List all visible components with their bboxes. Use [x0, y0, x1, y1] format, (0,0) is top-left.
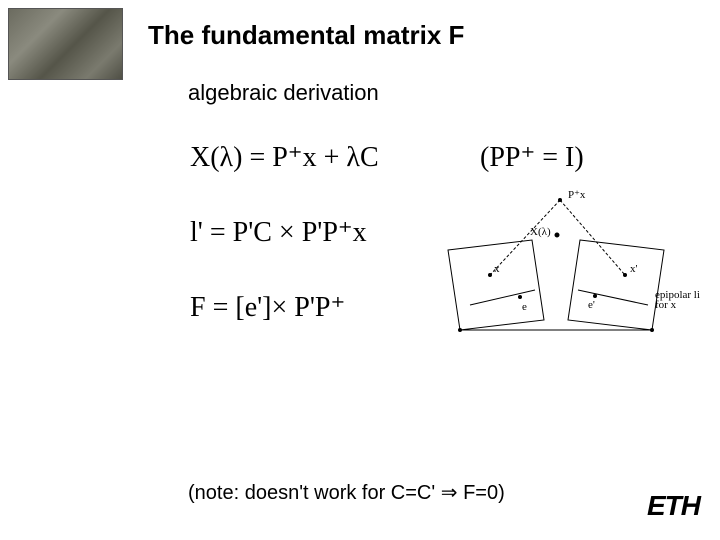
slide-title: The fundamental matrix F [148, 20, 464, 51]
label-xprime: x' [630, 263, 638, 275]
note-prefix: (note: doesn't work for C=C' [188, 482, 441, 504]
implies-icon: ⇒ [441, 482, 458, 504]
epipolar-diagram: P⁺x X(λ) x x' e e' epipolar line for x [430, 190, 700, 350]
label-mid: X(λ) [530, 226, 551, 238]
corner-photo [8, 8, 123, 80]
note-suffix: F=0) [458, 482, 505, 504]
equation-1b: (PP⁺ = I) [480, 140, 584, 174]
equation-1: X(λ) = P⁺x + λC [190, 140, 379, 174]
label-top: P⁺x [568, 190, 586, 201]
equation-2: l' = P'C × P'P⁺x [190, 215, 367, 249]
label-e: e [522, 301, 527, 313]
label-eprime: e' [588, 299, 595, 311]
footnote: (note: doesn't work for C=C' ⇒ F=0) [188, 480, 505, 505]
label-x: x [494, 263, 500, 275]
equation-3: F = [e']× P'P⁺ [190, 290, 345, 324]
slide-subtitle: algebraic derivation [188, 80, 379, 106]
eth-logo: ETH [647, 490, 700, 522]
label-epiline-b: for x [655, 299, 677, 311]
slide: The fundamental matrix F algebraic deriv… [0, 0, 720, 540]
